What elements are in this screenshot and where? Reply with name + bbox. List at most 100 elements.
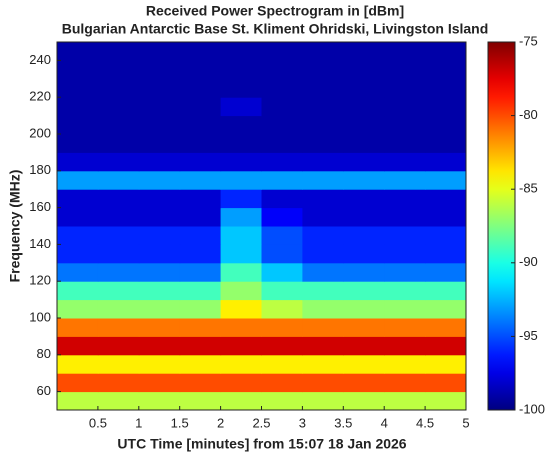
cell <box>261 152 303 172</box>
cell <box>57 207 99 227</box>
y-tick-label: 180 <box>29 162 51 177</box>
cell <box>97 170 140 190</box>
cell <box>425 42 467 61</box>
colorbar-tick-label: -90 <box>519 254 538 269</box>
cell <box>425 391 467 411</box>
cell <box>179 299 222 319</box>
cell <box>220 97 262 117</box>
x-tick-label: 2 <box>217 415 224 430</box>
cell <box>302 78 344 98</box>
cell <box>384 299 426 319</box>
cell <box>138 262 181 282</box>
cell <box>179 226 222 245</box>
cell <box>138 134 181 153</box>
cell <box>384 391 426 411</box>
cell <box>425 373 467 393</box>
cell <box>425 60 467 80</box>
cell <box>179 78 222 98</box>
cell <box>220 170 262 190</box>
cell <box>261 354 303 374</box>
cell <box>261 226 303 245</box>
cell <box>179 42 222 61</box>
cell <box>97 244 140 264</box>
cell <box>97 60 140 80</box>
cell <box>343 189 385 209</box>
cell <box>425 152 467 172</box>
cell <box>302 391 344 411</box>
cell <box>302 262 344 282</box>
cell <box>57 152 99 172</box>
cell <box>138 152 181 172</box>
cell <box>138 299 181 319</box>
cell <box>343 262 385 282</box>
cell <box>302 170 344 190</box>
cell <box>57 373 99 393</box>
cell <box>179 60 222 80</box>
cell <box>343 336 385 356</box>
cell <box>220 115 262 135</box>
cell <box>57 115 99 135</box>
cell <box>97 226 140 245</box>
cell <box>57 244 99 264</box>
x-tick-label: 3.5 <box>334 415 352 430</box>
cell <box>384 207 426 227</box>
cell <box>261 60 303 80</box>
cell <box>57 354 99 374</box>
y-tick-label: 100 <box>29 309 51 324</box>
cell <box>220 42 262 61</box>
cell <box>384 281 426 301</box>
y-tick-label: 160 <box>29 199 51 214</box>
cell <box>302 115 344 135</box>
cell <box>220 189 262 209</box>
cell <box>384 115 426 135</box>
cell <box>179 318 222 337</box>
cell <box>261 336 303 356</box>
colorbar-tick-label: -85 <box>519 181 538 196</box>
cell <box>220 262 262 282</box>
cell <box>261 262 303 282</box>
cell <box>384 78 426 98</box>
cell <box>302 207 344 227</box>
cell <box>261 170 303 190</box>
cell <box>138 207 181 227</box>
cell <box>384 318 426 337</box>
cell <box>179 152 222 172</box>
cell <box>97 134 140 153</box>
cell <box>138 244 181 264</box>
cell <box>343 391 385 411</box>
cell <box>261 318 303 337</box>
cell <box>97 336 140 356</box>
cell <box>384 226 426 245</box>
cell <box>384 42 426 61</box>
cell <box>179 97 222 117</box>
cell <box>261 78 303 98</box>
cell <box>302 134 344 153</box>
cell <box>97 354 140 374</box>
cell <box>343 373 385 393</box>
y-tick-label: 140 <box>29 236 51 251</box>
cell <box>138 189 181 209</box>
cell <box>302 42 344 61</box>
x-tick-label: 1 <box>135 415 142 430</box>
y-axis-label: Frequency (MHz) <box>7 170 23 283</box>
cell <box>179 244 222 264</box>
cell <box>97 207 140 227</box>
cell <box>97 262 140 282</box>
cell <box>343 152 385 172</box>
cell <box>57 189 99 209</box>
x-tick-label: 2.5 <box>252 415 270 430</box>
chart-subtitle: Bulgarian Antarctic Base St. Kliment Ohr… <box>62 21 489 37</box>
cell <box>302 244 344 264</box>
cell <box>261 244 303 264</box>
cell <box>179 207 222 227</box>
cell <box>425 189 467 209</box>
chart-title: Received Power Spectrogram in [dBm] <box>146 3 404 19</box>
cell <box>138 391 181 411</box>
cell <box>343 354 385 374</box>
cell <box>384 134 426 153</box>
cell <box>97 115 140 135</box>
cell <box>138 60 181 80</box>
cell <box>220 207 262 227</box>
cell <box>57 97 99 117</box>
cell <box>179 336 222 356</box>
